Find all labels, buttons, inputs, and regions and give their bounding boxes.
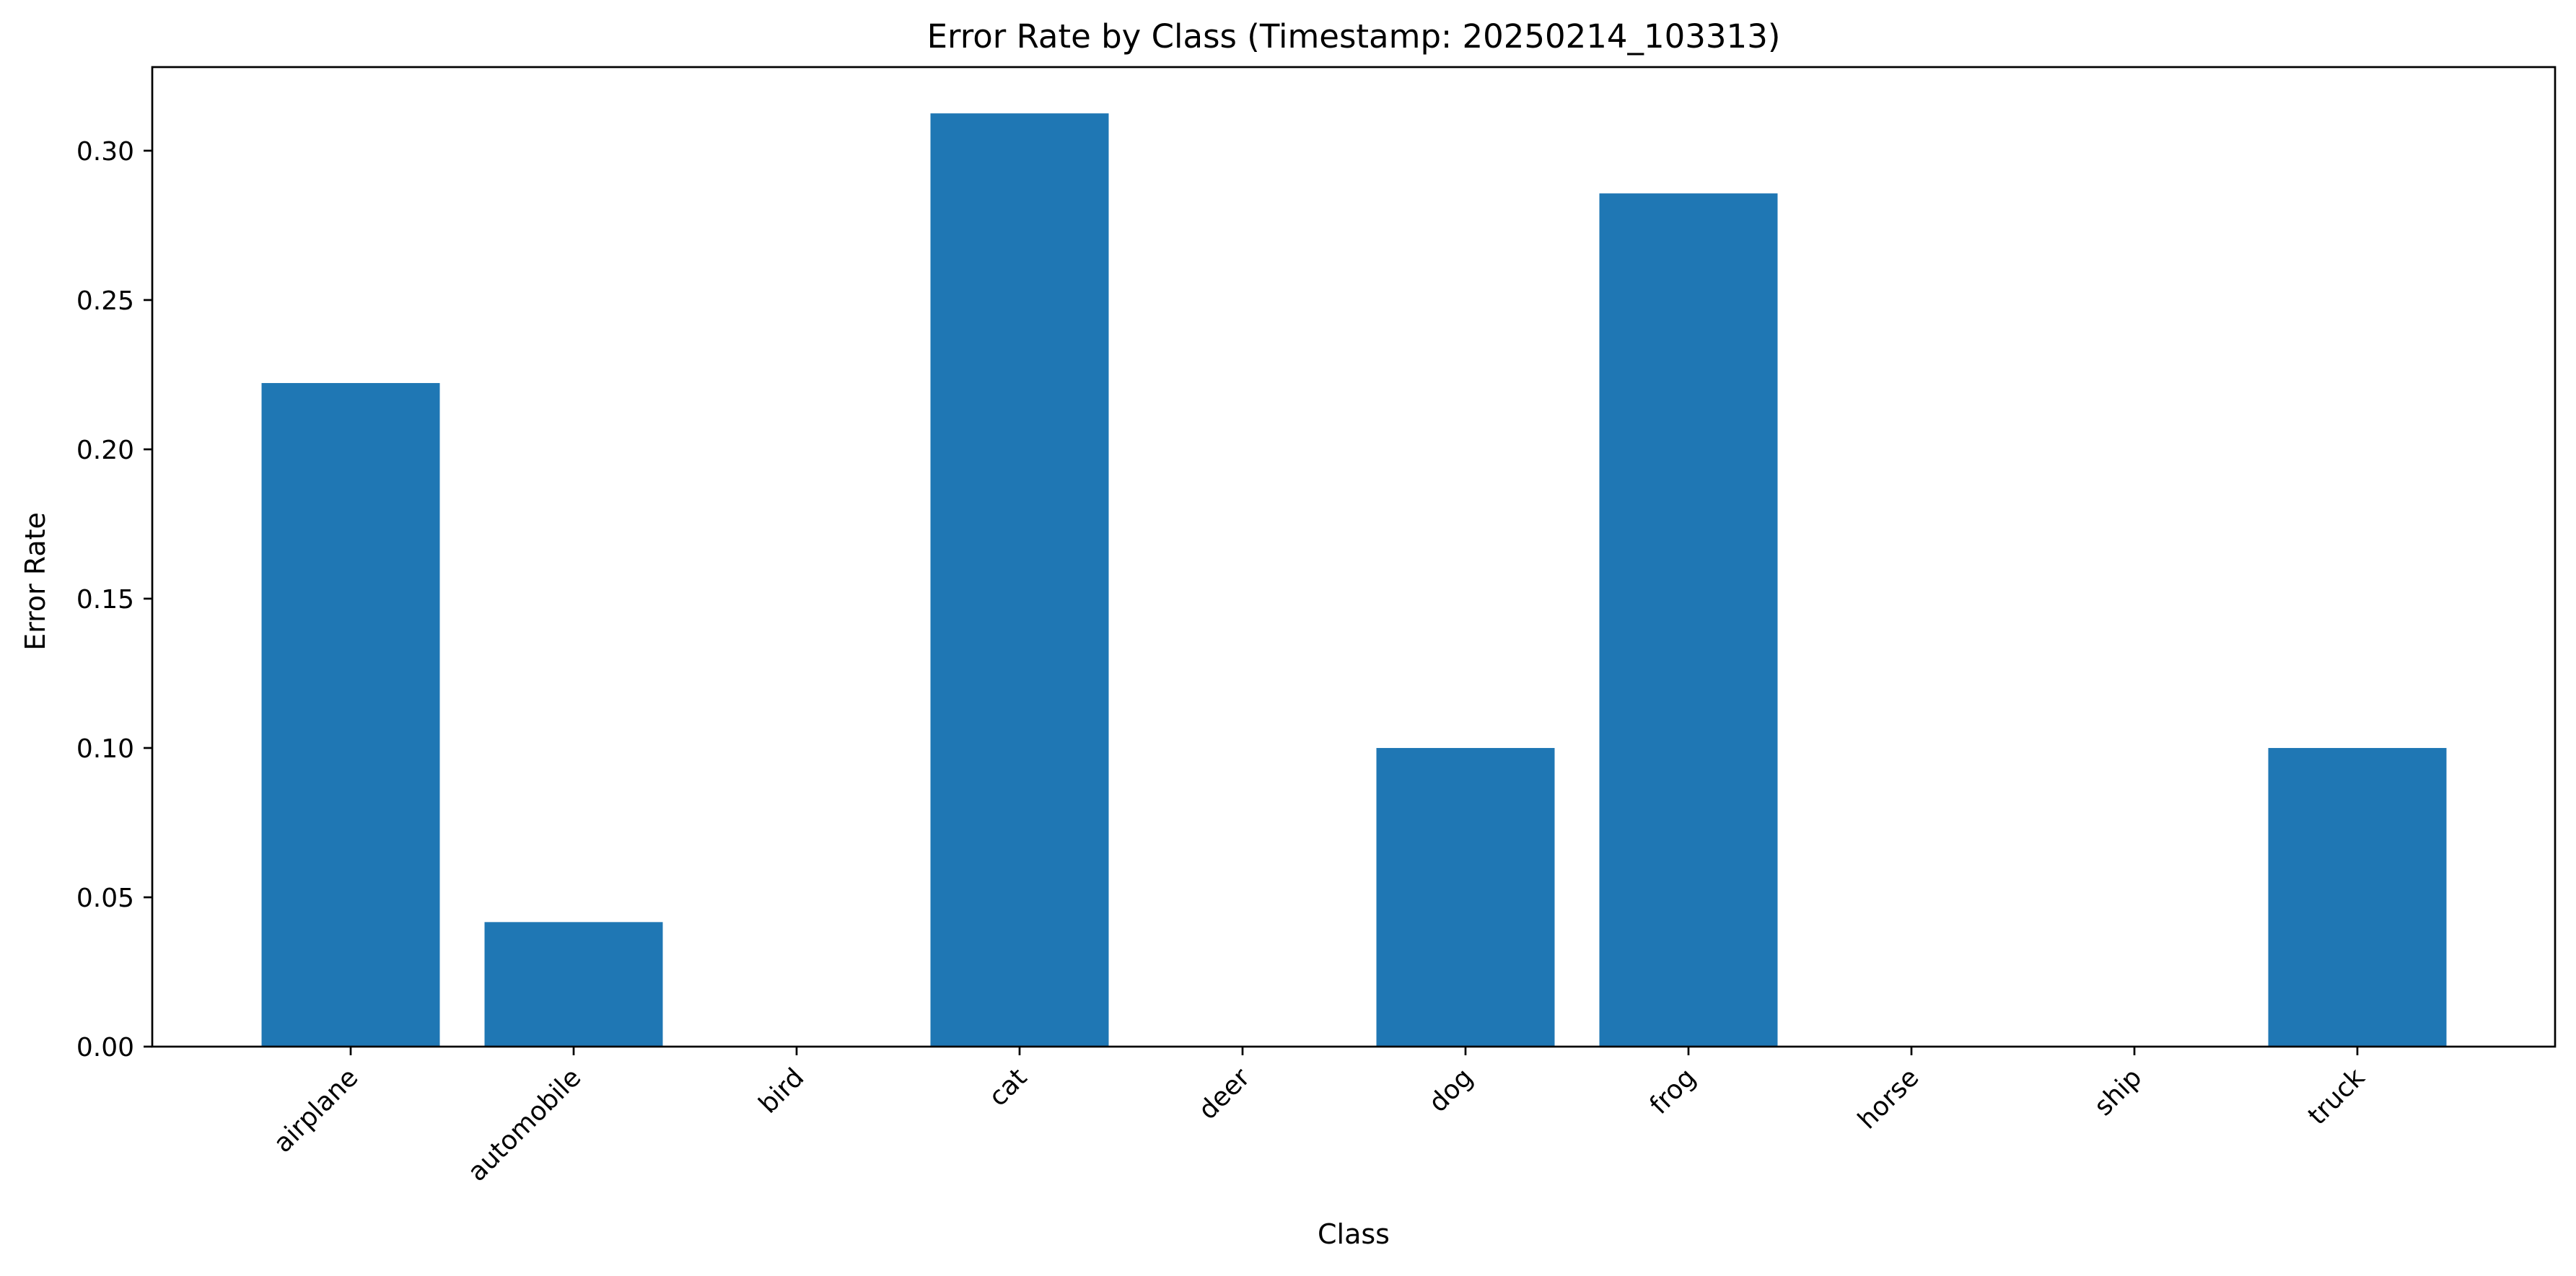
y-tick-label: 0.15 [76,585,134,615]
x-tick-label-ship: ship [2089,1062,2148,1122]
y-tick-label: 0.10 [76,734,134,764]
bar-truck [2268,747,2447,1047]
x-tick-label-dog: dog [1423,1062,1478,1118]
y-tick-label: 0.05 [76,884,134,913]
bar-frog [1599,193,1778,1047]
x-tick-label-truck: truck [2303,1062,2370,1130]
plot-area-frame [151,66,2557,1048]
x-tick-label-frog: frog [1644,1062,1702,1120]
bar-automobile [484,922,663,1047]
x-tick-label-automobile: automobile [463,1062,587,1187]
x-tick-label-deer: deer [1193,1062,1256,1125]
y-tick-label: 0.25 [76,286,134,316]
y-axis-label: Error Rate [19,512,51,651]
y-axis: 0.00 0.05 0.10 0.15 0.20 0.25 0.30 [76,137,152,1062]
x-tick-label-bird: bird [753,1062,810,1119]
bar-cat [930,113,1109,1047]
x-tick-label-cat: cat [983,1062,1033,1112]
bars-group [261,113,2447,1047]
x-tick-label-airplane: airplane [268,1062,364,1158]
y-tick-label: 0.20 [76,436,134,465]
chart-title: Error Rate by Class (Timestamp: 20250214… [927,17,1781,56]
bar-dog [1376,747,1555,1047]
y-tick-label: 0.00 [76,1033,134,1062]
x-tick-label-horse: horse [1852,1062,1924,1135]
x-axis-label: Class [1318,1218,1390,1250]
y-tick-label: 0.30 [76,137,134,167]
bar-airplane [261,383,440,1047]
x-axis: airplane automobile bird cat deer dog frog hors… [268,1047,2370,1187]
